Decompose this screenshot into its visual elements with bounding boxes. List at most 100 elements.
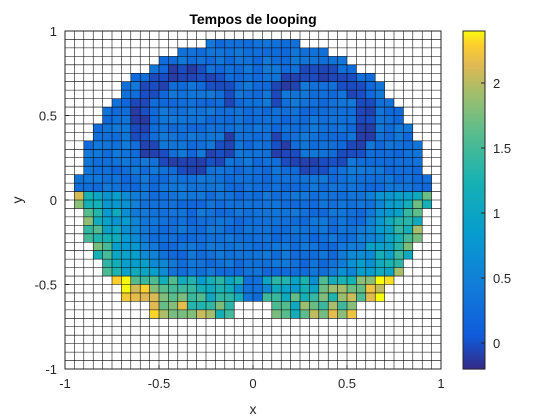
heatmap-cell (159, 309, 169, 319)
heatmap-cell (262, 276, 272, 285)
heatmap-cell (281, 259, 291, 268)
heatmap-cell (159, 225, 169, 234)
heatmap-cell (206, 174, 216, 184)
heatmap-cell (224, 174, 235, 184)
heatmap-cell (224, 98, 235, 108)
heatmap-cell (356, 149, 366, 158)
colorbar-band (463, 180, 485, 184)
colorbar-band (463, 70, 485, 74)
heatmap-cell (347, 309, 357, 319)
heatmap-cell (187, 242, 197, 251)
heatmap-cell (384, 200, 394, 209)
heatmap-cell (83, 174, 94, 184)
heatmap-cell (318, 123, 329, 133)
x-tick-label: 1 (437, 376, 444, 391)
heatmap-cell (196, 267, 206, 277)
heatmap-cell (365, 157, 376, 167)
heatmap-cell (365, 140, 376, 150)
heatmap-cell (159, 242, 169, 251)
heatmap-cell (177, 123, 188, 133)
heatmap-cell (253, 64, 263, 74)
heatmap-cell (281, 242, 291, 251)
heatmap-cell (130, 132, 141, 141)
heatmap-cell (149, 123, 159, 133)
heatmap-cell (271, 98, 282, 108)
heatmap-cell (177, 242, 188, 251)
heatmap-cell (394, 225, 404, 234)
heatmap-cell (159, 233, 169, 243)
heatmap-cell (318, 276, 329, 285)
heatmap-cell (394, 166, 404, 175)
heatmap-cell (281, 98, 291, 108)
heatmap-cell (149, 216, 159, 226)
heatmap-cell (243, 107, 253, 116)
heatmap-cell (347, 149, 357, 158)
heatmap-cell (384, 225, 394, 234)
heatmap-cell (271, 81, 282, 91)
heatmap-cell (375, 90, 385, 99)
heatmap-cell (121, 259, 131, 268)
colorbar-tick-label: 1.5 (493, 141, 511, 156)
heatmap-cell (375, 81, 385, 91)
heatmap-cell (149, 149, 159, 158)
heatmap-cell (271, 90, 282, 99)
colorbar-band (463, 278, 485, 283)
heatmap-cell (271, 56, 282, 65)
heatmap-cell (102, 191, 112, 200)
heatmap-cell (177, 200, 188, 209)
heatmap-cell (412, 191, 423, 200)
heatmap-cell (187, 166, 197, 175)
heatmap-cell (365, 123, 376, 133)
heatmap-cell (253, 115, 263, 124)
heatmap-cell (83, 166, 94, 175)
heatmap-cell (243, 250, 253, 260)
heatmap-cell (347, 292, 357, 302)
heatmap-cell (224, 132, 235, 141)
heatmap-cell (271, 174, 282, 184)
heatmap-cell (130, 292, 141, 302)
heatmap-cell (215, 259, 225, 268)
y-tick-label: 0.5 (39, 109, 57, 124)
heatmap-cell (168, 107, 178, 116)
heatmap-cell (112, 276, 122, 285)
heatmap-cell (365, 225, 376, 234)
colorbar-band (463, 228, 485, 232)
heatmap-cell (187, 250, 197, 260)
heatmap-cell (130, 267, 141, 277)
heatmap-cell (394, 174, 404, 184)
heatmap-cell (300, 140, 310, 150)
heatmap-cell (224, 56, 235, 65)
heatmap-cell (300, 276, 310, 285)
heatmap-cell (234, 183, 244, 192)
colorbar-band (463, 185, 485, 190)
heatmap-cell (159, 140, 169, 150)
heatmap-cell (206, 56, 216, 65)
heatmap-cell (206, 64, 216, 74)
heatmap-cell (328, 191, 338, 200)
heatmap-cell (224, 123, 235, 133)
heatmap-cell (365, 183, 376, 192)
heatmap-cell (309, 73, 319, 82)
heatmap-cell (224, 149, 235, 158)
colorbar-band (463, 360, 485, 364)
grid-lines (64, 30, 442, 370)
heatmap-cell (281, 123, 291, 133)
heatmap-cell (130, 98, 141, 108)
heatmap-cell (337, 166, 347, 175)
colorbar-band (463, 76, 485, 80)
colorbar-band (463, 326, 485, 331)
heatmap-cell (121, 225, 131, 234)
colorbar-band (463, 295, 485, 300)
heatmap-cell (262, 166, 272, 175)
heatmap-cell (177, 149, 188, 158)
heatmap-cell (290, 174, 300, 184)
heatmap-cell (196, 191, 206, 200)
heatmap-cell (102, 174, 112, 184)
heatmap-cell (394, 157, 404, 167)
heatmap-cell (83, 233, 94, 243)
heatmap-cell (196, 73, 206, 82)
heatmap-cell (365, 276, 376, 285)
heatmap-cell (149, 132, 159, 141)
heatmap-cell (347, 267, 357, 277)
heatmap-cell (234, 259, 244, 268)
